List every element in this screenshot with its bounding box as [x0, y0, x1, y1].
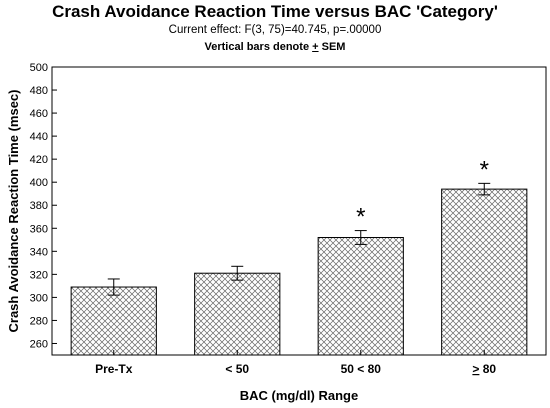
bar: [70, 286, 157, 356]
y-tick-label: 420: [30, 154, 48, 166]
plot-frame: [51, 66, 547, 356]
chart-title: Crash Avoidance Reaction Time versus BAC…: [52, 2, 498, 21]
error-bar: [231, 265, 244, 281]
error-bar: [478, 182, 491, 196]
bars: **: [70, 156, 528, 356]
y-tick-label: 480: [30, 85, 48, 97]
y-axis: 260 280 300 320 340 360 380 400 420 440 460 480 500: [30, 62, 57, 350]
bar: [317, 236, 404, 356]
note-text: Vertical bars denote + SEM: [204, 41, 346, 53]
significance-marker: *: [480, 156, 489, 183]
y-tick-label: 300: [30, 292, 48, 304]
y-tick-label: 320: [30, 269, 48, 281]
y-tick-label: 400: [30, 177, 48, 189]
error-bar: [354, 230, 367, 245]
y-tick-label: 500: [30, 62, 48, 74]
y-tick-label: 380: [30, 200, 48, 212]
error-bar: [107, 278, 120, 296]
y-tick-label: 360: [30, 223, 48, 235]
significance-marker: *: [356, 204, 365, 231]
bar: [194, 272, 281, 356]
x-axis-label: BAC (mg/dl) Range: [240, 388, 358, 403]
x-axis: Pre-Tx < 50 50 < 80 > 80: [95, 350, 496, 376]
y-tick-label: 280: [30, 315, 48, 327]
x-tick-label: Pre-Tx: [95, 362, 133, 376]
x-tick-label: < 50: [225, 362, 249, 376]
chart-note: Vertical bars denote + SEM: [0, 41, 550, 53]
x-tick-label: 50 < 80: [341, 362, 382, 376]
chart-subtitle: Current effect: F(3, 75)=40.745, p=.0000…: [168, 24, 382, 36]
y-axis-label: Crash Avoidance Reaction Time (msec): [6, 90, 21, 333]
y-tick-label: 340: [30, 246, 48, 258]
bar: [441, 188, 528, 356]
x-tick-label: > 80: [472, 362, 496, 376]
y-tick-label: 460: [30, 108, 48, 120]
y-tick-label: 440: [30, 131, 48, 143]
y-tick-label: 260: [30, 338, 48, 350]
